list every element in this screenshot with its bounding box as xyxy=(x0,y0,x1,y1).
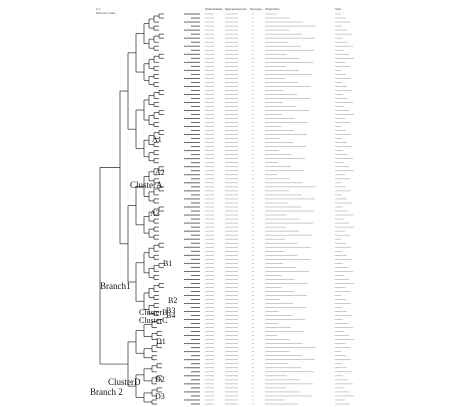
label-b1: B1 xyxy=(163,259,172,268)
label-d1: D1 xyxy=(156,337,166,346)
label-a2: A2 xyxy=(155,168,165,177)
column-header-strain: Strain/isolate xyxy=(205,7,223,11)
row-entries xyxy=(205,13,354,405)
label-cluster-d: ClusterD xyxy=(108,377,141,387)
column-header-serovar: Serotype xyxy=(250,7,263,11)
label-b3: B3 xyxy=(166,306,175,315)
scale-value: 0.1 xyxy=(96,7,101,11)
label-branch1: Branch1 xyxy=(100,281,131,291)
label-d3: D3 xyxy=(155,392,165,401)
label-cluster-c: ClusterC xyxy=(139,316,167,325)
label-a3: A3 xyxy=(150,209,160,218)
column-header-species: Species/serovar xyxy=(225,7,247,11)
scale-caption: Distance scale xyxy=(96,11,116,15)
label-b2: B2 xyxy=(168,296,177,305)
label-d2: D2 xyxy=(155,375,165,384)
column-header-year: Year xyxy=(335,7,342,11)
column-header-origin: Origin/host xyxy=(265,7,280,11)
label-branch2: Branch 2 xyxy=(90,387,123,397)
label-cluster-a: ClusterA xyxy=(130,180,163,190)
label-cluster-b: ClusterB xyxy=(139,308,167,317)
scale-bar-label: 0.1 Distance scale xyxy=(96,7,116,15)
tree-branches xyxy=(99,13,200,405)
label-a1: A1 xyxy=(152,135,162,144)
label-b4: B4 xyxy=(166,311,175,320)
